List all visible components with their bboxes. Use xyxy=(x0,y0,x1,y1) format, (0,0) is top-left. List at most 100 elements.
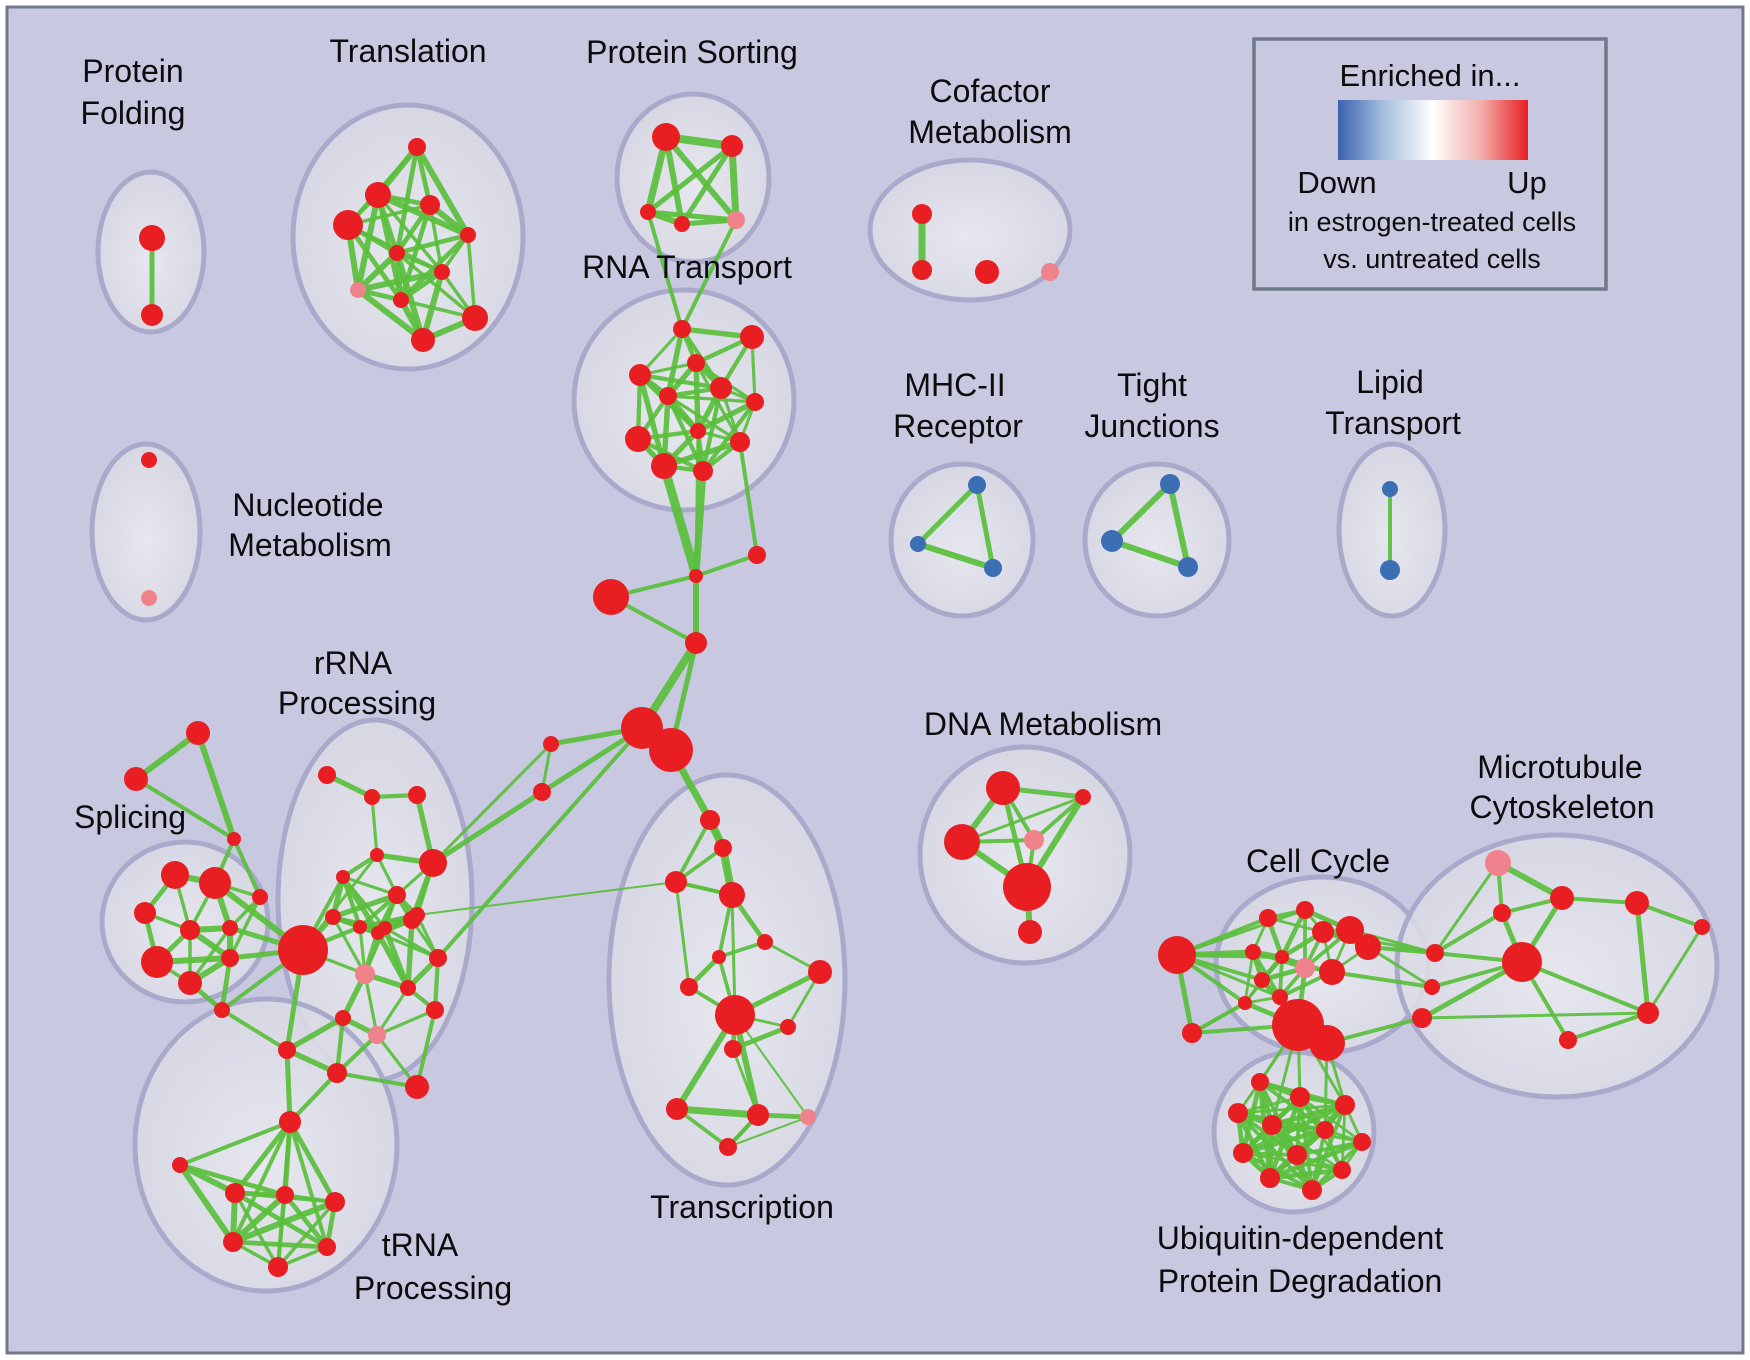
rrna-processing-node-15 xyxy=(429,949,447,967)
edge xyxy=(681,217,737,227)
edge xyxy=(231,1121,292,1243)
edge xyxy=(734,1014,809,1118)
rna-transport-node-9 xyxy=(730,432,750,452)
transcription-node-9 xyxy=(780,1019,796,1035)
rrna-processing-node-0 xyxy=(318,766,336,784)
protein-sorting-node-1 xyxy=(721,135,743,157)
connector-chain-node-0 xyxy=(748,546,766,564)
edge xyxy=(1646,926,1704,1014)
rna-transport-node-8 xyxy=(625,426,651,452)
splicing-node-9 xyxy=(252,889,268,905)
rrna-processing-node-14 xyxy=(409,907,425,923)
cofactor-metabolism-label: Cofactor xyxy=(930,73,1051,109)
ubiquitin-degradation-node-7 xyxy=(1233,1143,1253,1163)
cofactor-metabolism-node-1 xyxy=(912,260,932,280)
edge xyxy=(1267,1096,1303,1179)
trna-processing-label: Processing xyxy=(354,1270,512,1306)
dna-metabolism-node-1 xyxy=(1075,789,1091,805)
translation-node-5 xyxy=(389,245,405,261)
cofactor-metabolism-node-3 xyxy=(1041,263,1059,281)
edge xyxy=(231,1199,337,1245)
lipid-transport-node-0 xyxy=(1382,481,1398,497)
edge xyxy=(679,144,735,226)
ubiquitin-degradation-node-8 xyxy=(1287,1145,1307,1165)
edge xyxy=(342,875,398,897)
mhc-ii-receptor-label: MHC-II xyxy=(904,367,1005,403)
rna-transport-node-7 xyxy=(690,423,706,439)
protein-sorting-node-3 xyxy=(674,216,690,232)
transcription-node-5 xyxy=(712,950,726,964)
rrna-processing-node-13 xyxy=(371,926,385,940)
rrna-processing-node-7 xyxy=(325,909,341,925)
edge xyxy=(466,234,477,319)
transcription-node-8 xyxy=(715,995,755,1035)
translation-node-10 xyxy=(411,328,435,352)
edge xyxy=(288,1121,329,1248)
cofactor-metabolism-node-0 xyxy=(912,204,932,224)
edge xyxy=(1237,1103,1346,1115)
transcription-node-6 xyxy=(808,960,832,984)
rrna-processing-node-8 xyxy=(353,920,367,934)
edge xyxy=(376,1008,436,1037)
connector-chain-node-2 xyxy=(593,579,629,615)
splicing-label: Splicing xyxy=(74,799,186,835)
transcription-node-0 xyxy=(700,810,720,830)
edge xyxy=(1242,1127,1326,1156)
edge xyxy=(396,251,443,274)
splicing-node-1 xyxy=(199,867,231,899)
mhc-ii-receptor-node-2 xyxy=(984,559,1002,577)
mhc-ii-receptor-node-0 xyxy=(968,476,986,494)
cell-cycle-node-1 xyxy=(1259,909,1277,927)
rna-transport-node-1 xyxy=(740,325,764,349)
translation-label: Translation xyxy=(329,33,486,69)
cell-cycle-node-15 xyxy=(1182,1023,1202,1043)
splicing-triangle-node-1 xyxy=(124,767,148,791)
edge xyxy=(370,796,379,856)
translation-node-8 xyxy=(393,292,409,308)
microtubule-cytoskeleton-node-4 xyxy=(1550,886,1574,910)
nucleotide-metabolism-node-1 xyxy=(141,590,157,606)
edge xyxy=(283,1193,329,1249)
translation-node-9 xyxy=(462,305,488,331)
cell-cycle-node-9 xyxy=(1319,959,1345,985)
edge xyxy=(659,464,701,578)
edge xyxy=(287,1120,338,1204)
edge xyxy=(974,484,996,569)
ubiquitin-degradation-node-10 xyxy=(1260,1168,1280,1188)
ubiquitin-degradation-node-0 xyxy=(1251,1073,1269,1091)
edge xyxy=(331,916,367,975)
edge xyxy=(663,136,685,225)
transcription-node-2 xyxy=(665,871,687,893)
cofactor-metabolism-label: Metabolism xyxy=(908,114,1072,150)
ubiquitin-degradation-label: Protein Degradation xyxy=(1158,1263,1443,1299)
trna-processing-node-6 xyxy=(268,1257,288,1277)
nucleotide-metabolism-node-0 xyxy=(141,452,157,468)
microtubule-cytoskeleton-label: Microtubule xyxy=(1477,749,1642,785)
rna-transport-node-10 xyxy=(651,453,677,479)
rrna-processing-node-19 xyxy=(335,1010,351,1026)
edge xyxy=(336,1071,418,1089)
rna-transport-label: RNA Transport xyxy=(582,249,792,285)
legend-box xyxy=(1252,37,1608,291)
edge xyxy=(695,553,758,578)
rrna-processing-node-20 xyxy=(327,1063,347,1083)
nucleotide-metabolism-region xyxy=(89,441,203,623)
edge xyxy=(718,940,766,959)
edge xyxy=(1032,795,1085,842)
edge xyxy=(377,931,439,960)
edge xyxy=(179,1162,286,1198)
connector-chain-node-1 xyxy=(689,569,703,583)
edge xyxy=(134,730,200,782)
mhc-ii-receptor-label: Receptor xyxy=(893,408,1023,444)
splicing-node-5 xyxy=(141,946,173,978)
edge xyxy=(396,232,469,256)
edge xyxy=(680,219,738,330)
rna-transport-node-0 xyxy=(673,320,691,338)
trna-processing-node-4 xyxy=(223,1232,243,1252)
nodes-layer xyxy=(124,123,1710,1277)
legend: Enriched in... Down Up in estrogen-treat… xyxy=(1252,37,1608,291)
cell-cycle-node-10 xyxy=(1254,972,1270,988)
cell-cycle-node-12 xyxy=(1238,996,1252,1010)
